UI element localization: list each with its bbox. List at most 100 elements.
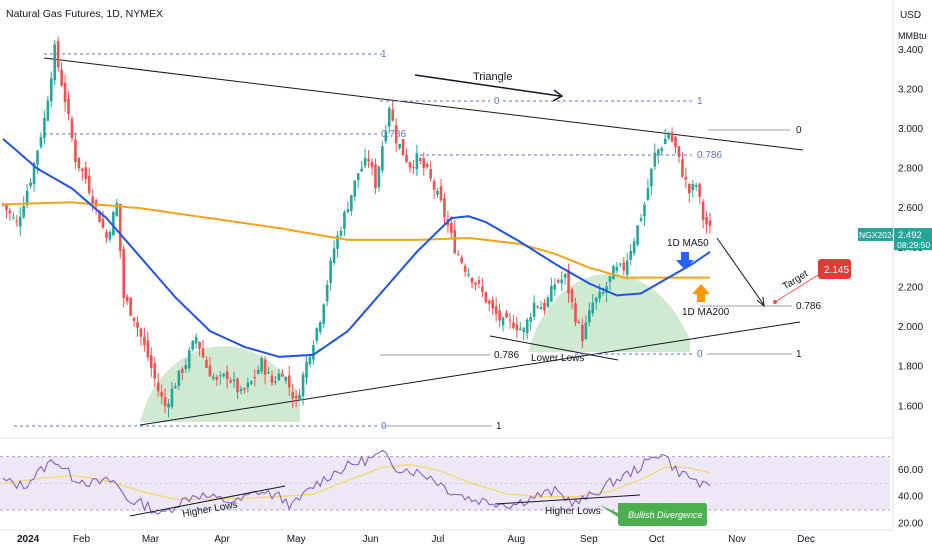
- candle-body: [587, 310, 591, 323]
- ma50-down-arrow: [676, 252, 694, 270]
- candle-body: [201, 348, 205, 358]
- candle-body: [129, 297, 132, 316]
- candle-body: [149, 355, 153, 369]
- candle-body: [198, 341, 201, 349]
- candle-body: [363, 157, 367, 166]
- candle-body: [539, 307, 543, 310]
- candle-body: [194, 337, 198, 344]
- candle-body: [270, 375, 274, 383]
- candle-body: [432, 180, 436, 190]
- candle-body: [53, 44, 57, 81]
- candle-body: [167, 403, 170, 408]
- candle-body: [184, 365, 188, 370]
- candle-body: [329, 260, 332, 284]
- candle-body: [463, 266, 467, 272]
- time-tick-label: Aug: [507, 534, 525, 545]
- candle-body: [191, 340, 194, 350]
- candle-body: [494, 306, 498, 315]
- price-tick-label: 3.400: [898, 45, 923, 56]
- candle-body: [650, 168, 653, 187]
- candle-body: [570, 289, 574, 302]
- candle-body: [256, 369, 260, 374]
- candle-body: [5, 204, 8, 210]
- candle-body: [236, 378, 239, 393]
- projection-arrow-head: [756, 296, 765, 308]
- triangle-arrow-head: [552, 89, 564, 102]
- candle-body: [187, 350, 191, 369]
- candle-body: [684, 176, 688, 180]
- candle-body: [646, 188, 650, 200]
- candle-body: [163, 397, 167, 407]
- candle-body: [112, 212, 115, 236]
- triangle-lower-trendline: [139, 321, 801, 426]
- candle-body: [156, 382, 160, 392]
- ticker-label: NGX2024: [859, 230, 897, 240]
- candle-body: [536, 306, 539, 308]
- candle-body: [108, 231, 112, 240]
- ticker-badge: [858, 228, 893, 241]
- candle-body: [605, 286, 608, 293]
- candle-body: [577, 322, 581, 324]
- candle-body: [312, 345, 315, 360]
- fib1-label-1: 1: [381, 49, 387, 60]
- candle-body: [281, 373, 284, 377]
- candle-body: [667, 133, 670, 139]
- price-tick-label: 1.800: [898, 362, 923, 373]
- candle-body: [594, 297, 598, 303]
- candle-body: [401, 139, 405, 156]
- candle-body: [519, 328, 522, 330]
- candle-body: [429, 169, 432, 179]
- rsi-line: [2, 449, 711, 515]
- candle-body: [70, 118, 74, 139]
- candle-body: [560, 279, 564, 284]
- rsi-pane: 60.00 40.00 20.00: [0, 449, 923, 529]
- candle-body: [601, 291, 605, 295]
- triangle-arrow: [414, 74, 561, 97]
- candle-body: [15, 220, 19, 223]
- ma50-line: [2, 138, 711, 358]
- candle-body: [615, 266, 619, 271]
- ma200-up-arrow: [692, 284, 710, 302]
- candle-body: [229, 380, 232, 383]
- candle-body: [670, 132, 674, 142]
- candle-body: [481, 286, 484, 292]
- candle-body: [287, 375, 291, 388]
- candle-body: [419, 158, 422, 161]
- candle-body: [267, 372, 270, 374]
- candle-body: [74, 139, 77, 163]
- candle-body: [525, 319, 529, 334]
- candle-body: [63, 82, 67, 103]
- price-tick-label: 3.000: [898, 124, 923, 135]
- bullish-divergence-label: Bullish Divergence: [628, 510, 703, 520]
- fib2-label-0: 0: [494, 96, 500, 107]
- candle-body: [46, 100, 50, 121]
- candle-body: [153, 363, 157, 379]
- candle-body: [384, 130, 388, 142]
- candle-body: [305, 361, 308, 378]
- candle-body: [94, 200, 98, 207]
- candle-body: [43, 117, 46, 139]
- candle-body: [370, 161, 374, 168]
- candle-body: [612, 265, 615, 280]
- fib2-label-1: 1: [697, 96, 703, 107]
- fib3-label-0: 0: [697, 349, 703, 360]
- candle-body: [553, 284, 557, 290]
- candle-body: [39, 137, 43, 147]
- candle-body: [663, 138, 667, 145]
- candle-body: [294, 395, 298, 399]
- candle-body: [146, 340, 150, 358]
- candle-body: [453, 230, 457, 254]
- candle-body: [177, 370, 181, 386]
- time-tick-label: Oct: [649, 534, 665, 545]
- candle-body: [98, 210, 101, 223]
- candle-body: [574, 303, 577, 323]
- candle-body: [218, 375, 222, 377]
- projection-arrow: [716, 237, 765, 306]
- candle-body: [118, 203, 122, 252]
- candle-body: [653, 152, 657, 167]
- candle-body: [253, 377, 257, 379]
- target-price-badge: [818, 259, 851, 279]
- candle-body: [91, 196, 94, 204]
- candle-body: [398, 144, 401, 149]
- fib3-label-786: 0.786: [494, 350, 519, 361]
